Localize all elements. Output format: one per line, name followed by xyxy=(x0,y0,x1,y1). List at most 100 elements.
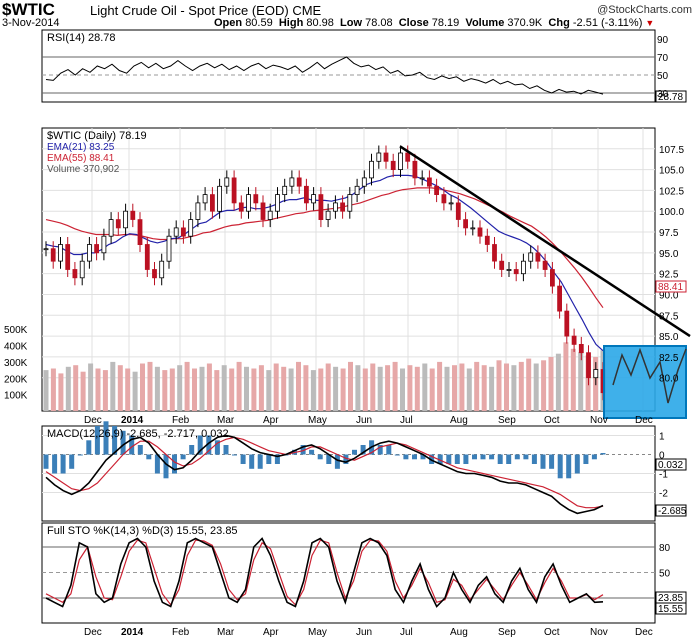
price-bar-body xyxy=(108,219,114,237)
price-bar-body xyxy=(318,194,324,221)
macd-histogram-bar xyxy=(326,454,332,464)
macd-yticks: 1 0 -1 -2 xyxy=(659,432,668,500)
sto-panel: Full STO %K(14,3) %D(3) 15.55, 23.85 80 5… xyxy=(41,522,687,638)
volume-bar xyxy=(125,368,131,411)
volume-bar xyxy=(266,370,272,411)
volume-bar xyxy=(95,368,101,411)
price-bar-body xyxy=(340,202,346,212)
legend-ema55: EMA(55) 88.41 xyxy=(47,153,115,164)
price-bar-body xyxy=(593,369,599,379)
volume-bar xyxy=(414,366,420,411)
macd-histogram-bar xyxy=(129,435,135,455)
volume-bar xyxy=(437,361,443,411)
chart-header: $WTIC Light Crude Oil - Spot Price (EOD)… xyxy=(0,0,700,30)
price-bar-body xyxy=(231,177,237,204)
macd-histogram-bar xyxy=(146,454,152,460)
sto-x-label: Oct xyxy=(544,627,560,638)
price-bar-body xyxy=(282,185,288,196)
volume-bar xyxy=(555,353,561,411)
volume-bar xyxy=(147,361,153,411)
price-bar-body xyxy=(260,202,266,220)
macd-histogram-bar xyxy=(77,454,83,456)
price-bar-body xyxy=(173,227,179,237)
price-bar-body xyxy=(484,235,490,245)
open-label: Open xyxy=(214,17,243,29)
price-ytick: 100.0 xyxy=(659,207,684,218)
macd-histogram-bar xyxy=(180,454,186,460)
rsi-line xyxy=(45,56,604,95)
macd-histogram-bar xyxy=(566,454,572,479)
sto-x-label: Mar xyxy=(217,627,235,638)
source-credit: @StockCharts.com xyxy=(597,4,692,16)
macd-histogram-bar xyxy=(403,454,409,460)
price-bar-body xyxy=(376,152,382,162)
price-bar-body xyxy=(152,269,157,279)
price-bar-body xyxy=(463,219,469,229)
price-bar-body xyxy=(506,269,512,271)
price-bar-body xyxy=(188,219,194,237)
volume-bar xyxy=(533,363,539,411)
macd-histogram-bar xyxy=(497,454,503,464)
price-ytick: 97.5 xyxy=(659,228,679,239)
macd-histogram-bar xyxy=(94,426,100,455)
macd-histogram-bar xyxy=(386,445,392,455)
price-bar-body xyxy=(390,160,396,171)
volume-bar xyxy=(496,360,502,411)
price-bar-body xyxy=(159,260,165,279)
price-x-labels: Dec 2014 Feb Mar Apr May Jun Jul Aug Sep Oct Nov Dec xyxy=(84,415,653,426)
price-bar-body xyxy=(542,260,548,270)
quote-summary: Open 80.59 High 80.98 Low 78.08 Close 78… xyxy=(214,17,654,29)
volume-bar xyxy=(206,363,212,411)
price-x-label: Jul xyxy=(400,415,413,426)
price-bar-body xyxy=(332,202,338,212)
volume-tick: 400K xyxy=(4,342,28,353)
sto-x-label: Jul xyxy=(400,627,413,638)
price-bar-body xyxy=(347,194,353,212)
volume-bar xyxy=(162,370,168,411)
macd-histogram-bar xyxy=(489,454,495,460)
down-arrow-icon: ▼ xyxy=(645,18,655,28)
macd-signal-line xyxy=(45,436,604,509)
price-bar-body xyxy=(79,260,85,279)
price-bar-body xyxy=(470,227,476,230)
price-bar-body xyxy=(130,210,136,220)
volume-bar xyxy=(318,368,324,411)
macd-histogram-bar xyxy=(412,454,417,460)
macd-histogram-bar xyxy=(549,454,555,469)
price-legend: $WTIC (Daily) 78.19 EMA(21) 83.25 EMA(55… xyxy=(47,130,147,175)
price-bar-body xyxy=(528,252,534,262)
macd-histogram-bar xyxy=(437,454,443,464)
price-bar-body xyxy=(144,244,150,270)
macd-histogram-bar xyxy=(472,454,477,460)
volume-bar xyxy=(80,371,86,411)
price-bar-body xyxy=(571,335,577,345)
volume-bar xyxy=(88,363,94,411)
volume-bar xyxy=(251,368,257,411)
trendline xyxy=(399,145,691,338)
price-bar-body xyxy=(426,177,432,187)
volume-bar xyxy=(325,363,331,411)
sto-x-label: Aug xyxy=(450,627,468,638)
volume-tick: 500K xyxy=(4,325,28,336)
macd-histogram-bar xyxy=(446,454,452,464)
ema55-last-value: 88.41 xyxy=(658,282,683,293)
macd-histogram-bar xyxy=(206,435,212,455)
price-bar-body xyxy=(354,185,360,196)
high-value: 80.98 xyxy=(306,17,334,29)
volume-bar xyxy=(273,363,279,411)
volume-bar xyxy=(73,365,79,411)
volume-bar xyxy=(504,363,509,411)
volume-bar xyxy=(362,368,368,411)
volume-bar xyxy=(281,366,287,411)
macd-histogram-bar xyxy=(112,426,118,455)
macd-histogram-bar xyxy=(334,454,340,469)
volume-bar xyxy=(140,363,145,411)
macd-ytick: 0 xyxy=(659,451,665,462)
volume-bar xyxy=(348,361,353,411)
macd-last-box xyxy=(655,504,687,517)
price-title: $WTIC (Daily) 78.19 xyxy=(47,130,147,142)
price-bar-body xyxy=(275,194,280,212)
volume-bar xyxy=(43,370,49,411)
macd-ytick: 1 xyxy=(659,432,665,443)
price-ytick: 105.0 xyxy=(659,166,684,177)
